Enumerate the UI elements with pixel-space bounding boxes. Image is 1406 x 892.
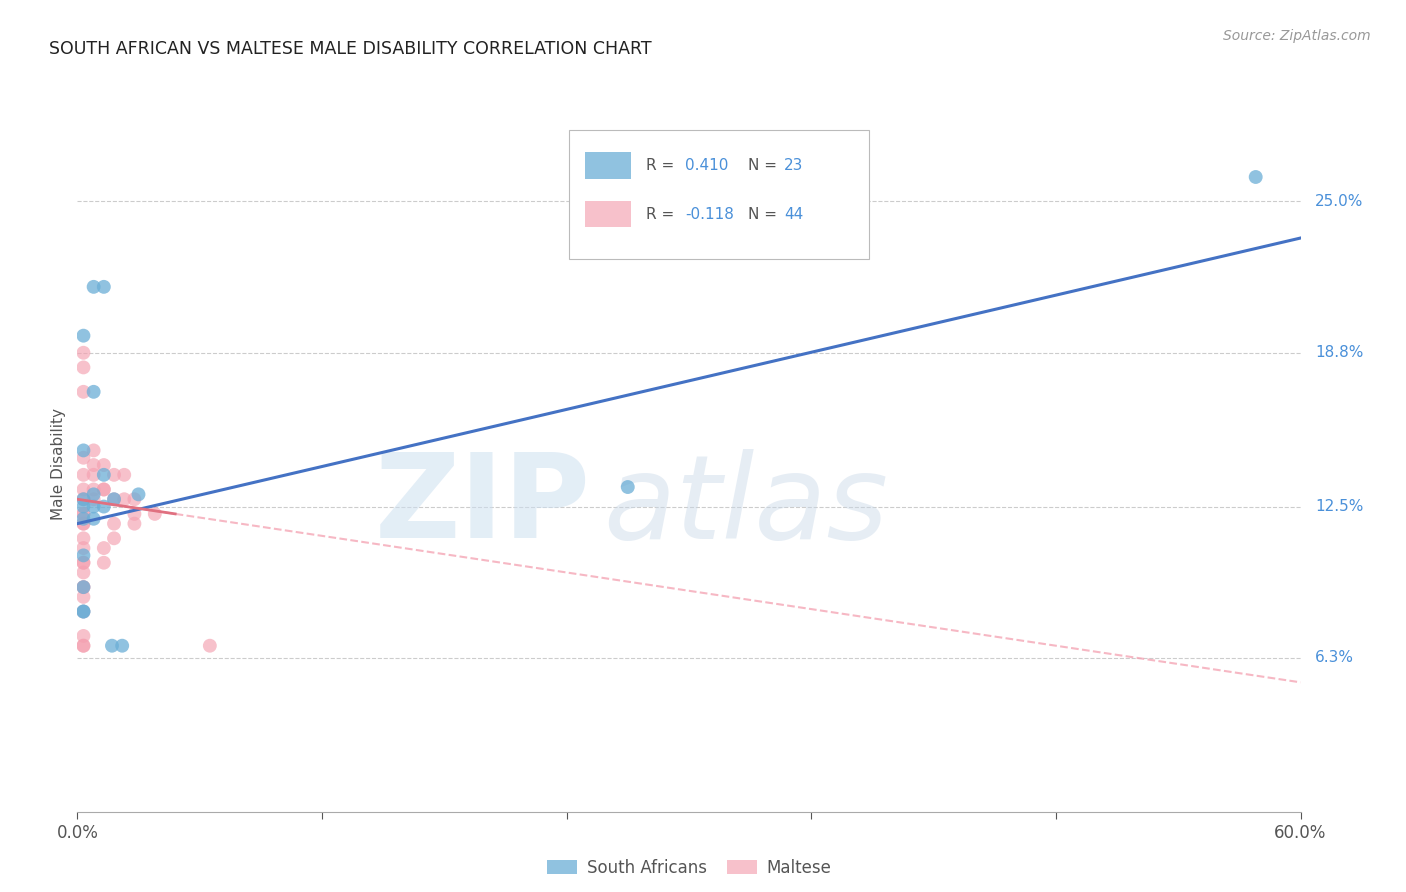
Point (103, 492, 125, 507)
Point (72, 541, 94, 555)
Point (72, 450, 94, 465)
Point (93, 483, 115, 497)
Point (72, 605, 94, 619)
Point (103, 467, 125, 482)
Point (72, 605, 94, 619)
Text: 12.5%: 12.5% (1315, 499, 1364, 514)
Point (83, 487, 105, 501)
Point (72, 580, 94, 594)
Point (72, 492, 94, 507)
FancyBboxPatch shape (585, 153, 631, 178)
Point (72, 345, 94, 359)
Point (103, 492, 125, 507)
Point (72, 639, 94, 653)
Text: 6.3%: 6.3% (1315, 650, 1354, 665)
Point (83, 384, 105, 399)
FancyBboxPatch shape (585, 201, 631, 227)
Point (83, 500, 105, 514)
Text: 25.0%: 25.0% (1315, 194, 1364, 209)
Point (83, 280, 105, 294)
Point (124, 516, 146, 531)
Point (72, 556, 94, 570)
Point (72, 516, 94, 531)
Text: R =: R = (647, 207, 679, 221)
Point (72, 531, 94, 545)
Text: 0.410: 0.410 (685, 158, 728, 173)
Point (143, 507, 166, 521)
Point (72, 549, 94, 563)
Point (83, 483, 105, 497)
Point (83, 512, 105, 526)
Text: -0.118: -0.118 (685, 207, 734, 221)
Text: 18.8%: 18.8% (1315, 345, 1364, 360)
Text: 44: 44 (785, 207, 804, 221)
Point (101, 639, 124, 653)
Point (72, 516, 94, 531)
Text: 23: 23 (785, 158, 804, 173)
Text: atlas: atlas (603, 449, 889, 563)
Point (72, 328, 94, 343)
Text: N =: N = (748, 207, 782, 221)
Point (83, 458, 105, 472)
Point (83, 443, 105, 458)
Point (93, 467, 115, 482)
Point (1244, 169, 1267, 184)
Point (72, 566, 94, 580)
Text: N =: N = (748, 158, 782, 173)
Text: R =: R = (647, 158, 679, 173)
Text: ZIP: ZIP (375, 448, 591, 563)
Text: SOUTH AFRICAN VS MALTESE MALE DISABILITY CORRELATION CHART: SOUTH AFRICAN VS MALTESE MALE DISABILITY… (49, 40, 652, 58)
Point (72, 512, 94, 526)
Point (72, 605, 94, 619)
Point (83, 467, 105, 482)
Point (72, 467, 94, 482)
Point (72, 384, 94, 399)
Point (72, 639, 94, 653)
Point (72, 507, 94, 521)
Point (93, 280, 115, 294)
Point (617, 480, 640, 494)
FancyBboxPatch shape (569, 130, 869, 259)
Point (83, 492, 105, 507)
Point (93, 541, 115, 555)
Point (93, 483, 115, 497)
Text: Source: ZipAtlas.com: Source: ZipAtlas.com (1223, 29, 1371, 43)
Legend: South Africans, Maltese: South Africans, Maltese (540, 852, 838, 883)
Point (72, 483, 94, 497)
Point (93, 458, 115, 472)
Point (72, 590, 94, 604)
Point (127, 487, 149, 501)
Point (72, 492, 94, 507)
Point (72, 580, 94, 594)
Point (72, 580, 94, 594)
Point (198, 639, 221, 653)
Point (93, 500, 115, 514)
Point (72, 360, 94, 375)
Point (112, 467, 135, 482)
Point (72, 629, 94, 643)
Y-axis label: Male Disability: Male Disability (51, 408, 66, 520)
Point (72, 500, 94, 514)
Point (72, 443, 94, 458)
Point (103, 531, 125, 545)
Point (124, 492, 146, 507)
Point (72, 507, 94, 521)
Point (93, 556, 115, 570)
Point (124, 507, 146, 521)
Point (103, 516, 125, 531)
Point (112, 492, 135, 507)
Point (111, 639, 134, 653)
Point (72, 556, 94, 570)
